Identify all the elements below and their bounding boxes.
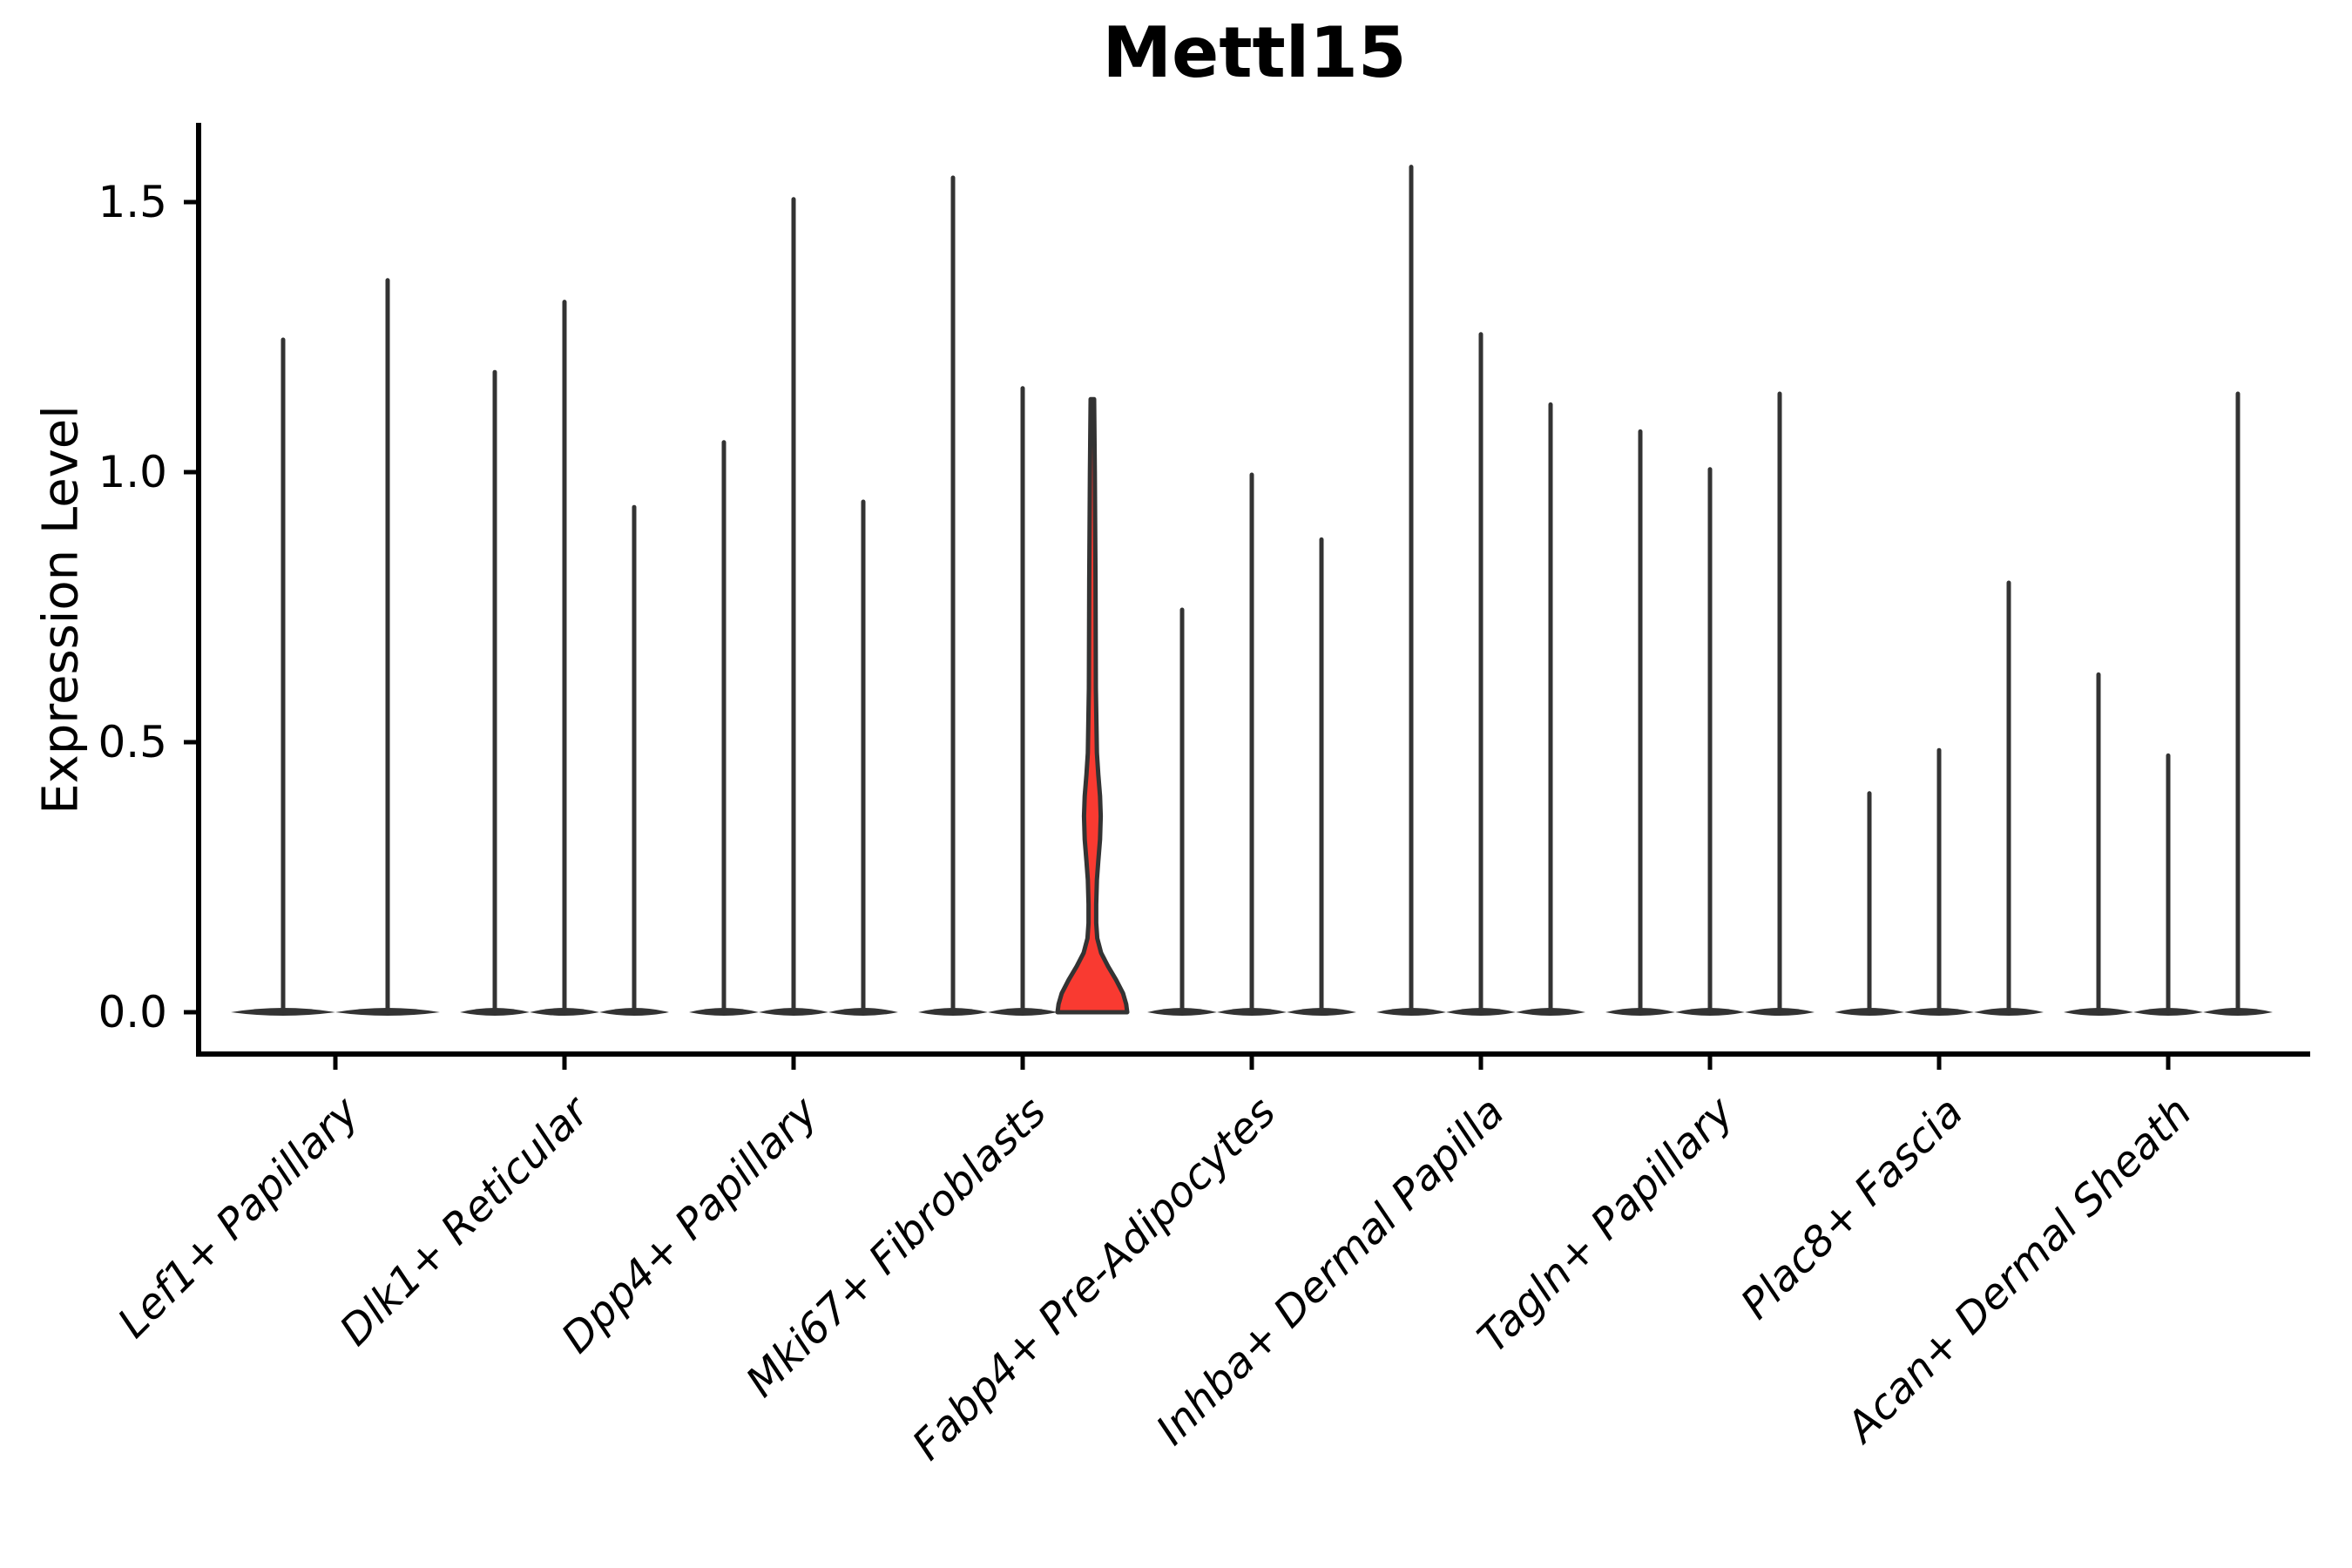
y-tick-label-0-0: 0.0 — [98, 987, 167, 1037]
y-tick-label-1-5: 1.5 — [98, 177, 167, 227]
y-axis-label: Expression Level — [32, 405, 90, 814]
highlighted-violin — [1055, 396, 1130, 1015]
plot-title: Mettl15 — [1102, 12, 1407, 93]
y-tick-label-1-0: 1.0 — [98, 447, 167, 497]
y-tick-label-0-5: 0.5 — [98, 717, 167, 767]
